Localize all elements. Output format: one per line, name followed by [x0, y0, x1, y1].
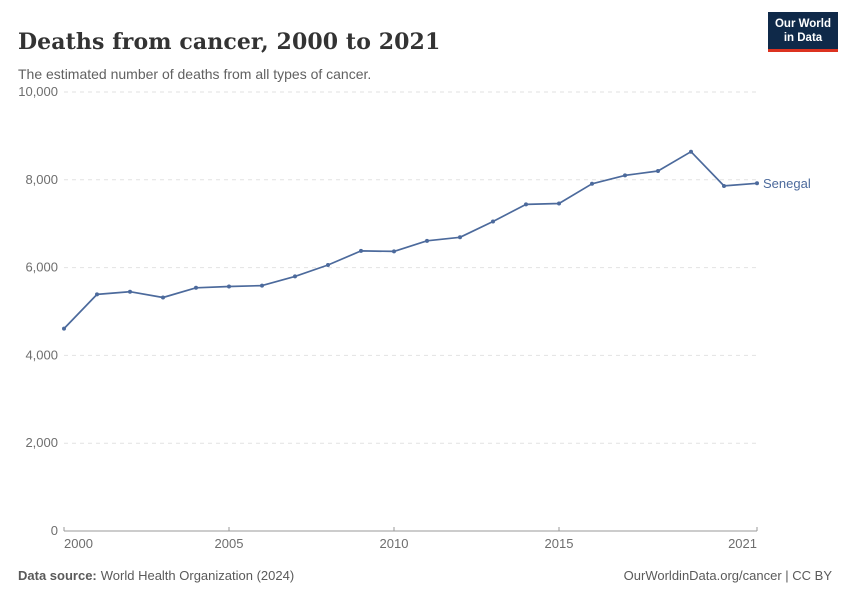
data-source-text: World Health Organization (2024)	[100, 568, 295, 583]
data-point	[590, 181, 594, 186]
data-point	[458, 235, 462, 240]
entity-label[interactable]: Senegal	[763, 176, 811, 191]
data-point	[557, 201, 561, 206]
y-tick-label: 8,000	[25, 172, 58, 187]
footer: Data source: World Health Organization (2…	[18, 568, 832, 583]
x-tick-label: 2000	[64, 536, 93, 551]
y-tick-label: 0	[51, 523, 58, 538]
data-point	[524, 202, 528, 207]
data-point	[623, 173, 627, 178]
page-title: Deaths from cancer, 2000 to 2021	[18, 28, 441, 55]
footer-source: Data source: World Health Organization (2…	[18, 568, 294, 583]
chart-subtitle: The estimated number of deaths from all …	[18, 66, 372, 82]
data-point	[491, 219, 495, 224]
owid-logo[interactable]: Our World in Data	[768, 12, 838, 52]
x-tick-label: 2010	[380, 536, 409, 551]
data-point	[194, 285, 198, 290]
data-point	[755, 181, 759, 186]
data-line-senegal[interactable]	[63, 150, 758, 330]
data-point	[161, 295, 165, 300]
y-tick-label: 2,000	[25, 435, 58, 450]
data-source-label: Data source:	[18, 568, 97, 583]
data-point	[359, 248, 363, 253]
data-point	[128, 289, 132, 294]
data-point	[656, 169, 660, 174]
data-point	[689, 149, 693, 154]
data-point	[62, 326, 66, 331]
data-point	[722, 183, 726, 188]
footer-link[interactable]: OurWorldinData.org/cancer | CC BY	[623, 568, 832, 583]
data-point	[293, 274, 297, 279]
data-point	[260, 283, 264, 288]
y-tick-label: 4,000	[25, 347, 58, 362]
x-tick-label: 2005	[215, 536, 244, 551]
owid-logo-line2: in Data	[783, 32, 823, 44]
x-tick-label: 2015	[545, 536, 574, 551]
data-point	[95, 292, 99, 297]
y-tick-label: 6,000	[25, 260, 58, 275]
data-point	[425, 238, 429, 243]
data-point	[392, 249, 396, 254]
owid-logo-line1: Our World	[774, 18, 831, 30]
x-tick-label: 2021	[728, 536, 757, 551]
data-point	[326, 262, 330, 267]
y-tick-label: 10,000	[18, 84, 58, 99]
data-point	[227, 284, 231, 289]
